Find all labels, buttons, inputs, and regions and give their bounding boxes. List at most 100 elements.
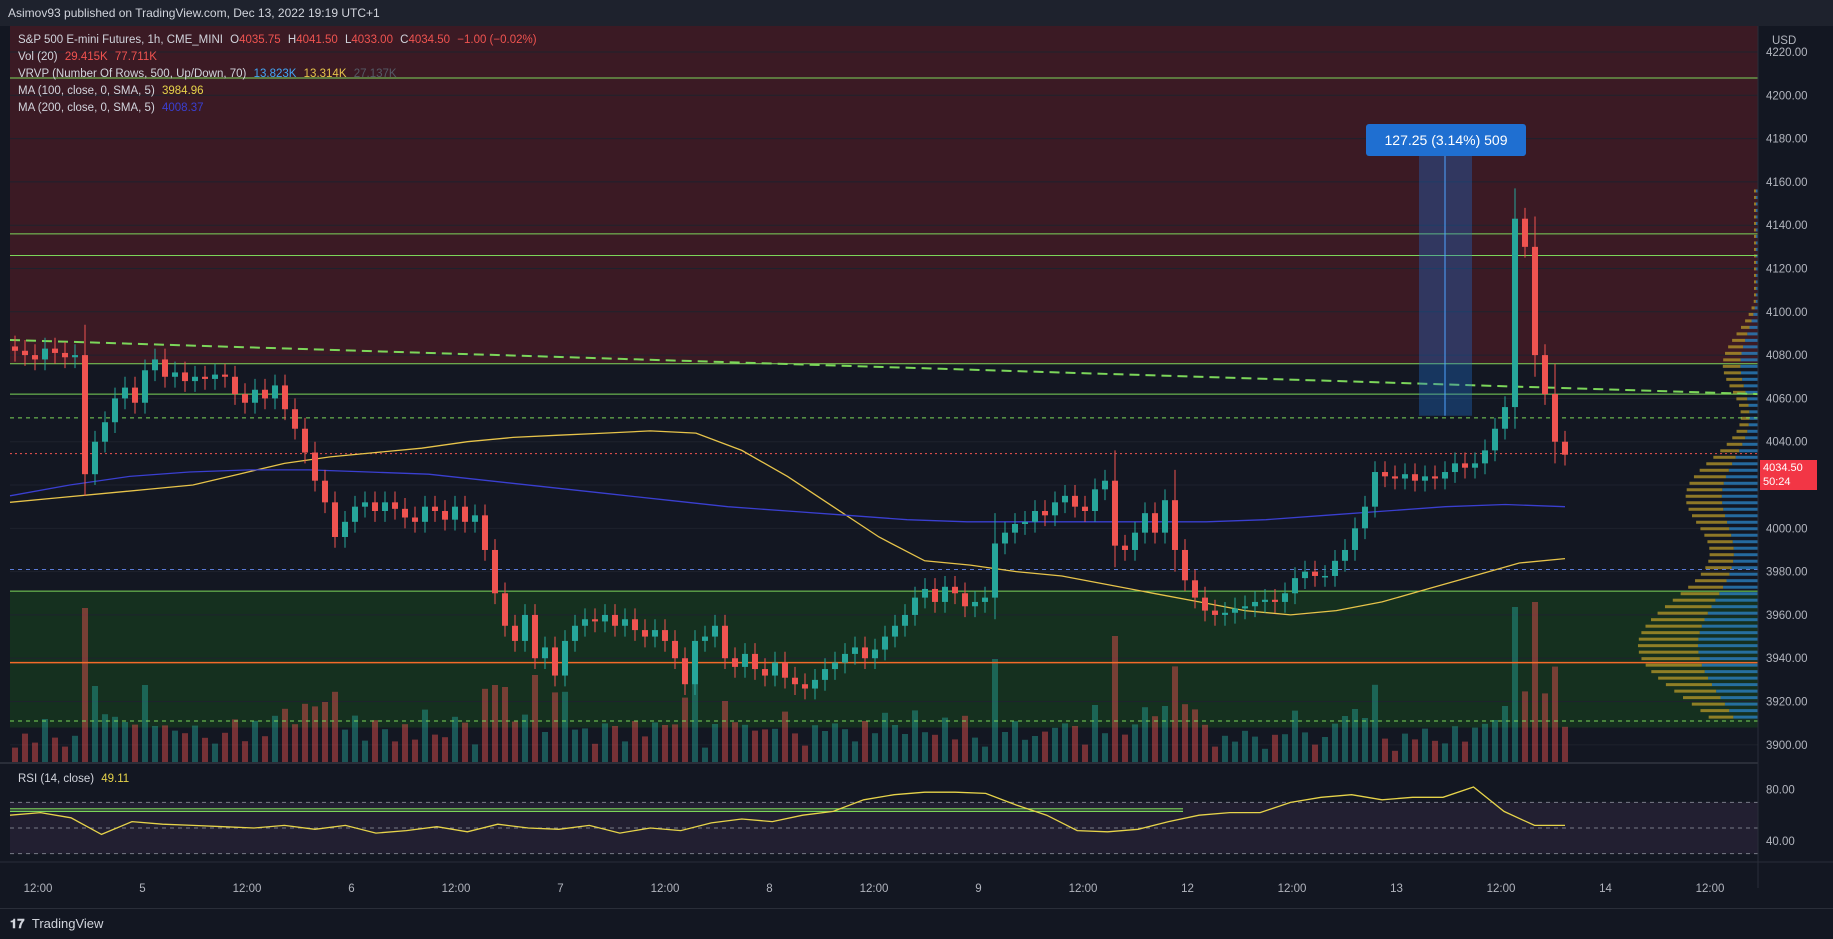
candle-body	[502, 593, 508, 626]
time-tick-label: 12:00	[1696, 883, 1725, 895]
vrvp-bar-up	[1756, 189, 1758, 193]
candle-body	[1242, 606, 1248, 609]
vrvp-bar-up	[1699, 657, 1758, 661]
vrvp-bar-up	[1740, 364, 1758, 368]
volume-bar	[1222, 735, 1228, 762]
candle-body	[1462, 463, 1468, 468]
candle-body	[642, 630, 648, 637]
price-tick-label: 4200.00	[1766, 90, 1808, 102]
volume-bar	[1182, 704, 1188, 762]
volume-bar	[1322, 737, 1328, 762]
volume-bar	[172, 730, 178, 762]
candle-body	[672, 640, 678, 659]
candle-body	[592, 619, 598, 622]
vrvp-bar-up	[1756, 280, 1758, 284]
vrvp-bar-up	[1756, 293, 1758, 297]
candle-body	[1352, 528, 1358, 550]
volume-bar	[102, 714, 108, 762]
candle-body	[162, 359, 168, 377]
candle-body	[362, 502, 368, 507]
candle-body	[1492, 428, 1498, 451]
volume-bar	[352, 715, 358, 762]
legend-ma200: MA (200, close, 0, SMA, 5) 4008.37	[18, 102, 208, 114]
candle-body	[1282, 593, 1288, 602]
vrvp-bar-up	[1756, 221, 1758, 225]
vrvp-bar-up	[1756, 241, 1758, 245]
time-tick-label: 12:00	[1278, 883, 1307, 895]
candle-body	[602, 614, 608, 622]
vrvp-bar-down	[1645, 663, 1702, 667]
candle-body	[1232, 608, 1238, 613]
volume-bar	[652, 722, 658, 762]
candle-body	[1452, 463, 1458, 473]
candle-body	[132, 387, 138, 403]
candle-body	[662, 630, 668, 641]
candle-body	[72, 355, 78, 358]
candle-body	[812, 679, 818, 689]
volume-bar	[292, 724, 298, 762]
candle-body	[42, 348, 48, 360]
volume-bar	[632, 721, 638, 762]
vrvp-bar-up	[1723, 585, 1758, 589]
vrvp-bar-up	[1756, 260, 1758, 264]
candle-body	[752, 653, 758, 670]
vrvp-bar-down	[1754, 280, 1756, 284]
candle-body	[1382, 472, 1388, 477]
time-tick-label: 9	[975, 883, 981, 895]
vrvp-bar-up	[1756, 234, 1758, 238]
vrvp-bar-up	[1731, 566, 1758, 570]
candle-body	[142, 370, 148, 403]
vrvp-bar-up	[1711, 683, 1758, 687]
candle-body	[92, 441, 98, 475]
vrvp-bar-down	[1754, 273, 1756, 277]
vrvp-bar-down	[1732, 436, 1746, 440]
candle-body	[862, 647, 868, 659]
vrvp-bar-down	[1722, 364, 1741, 368]
candle-body	[1262, 599, 1268, 602]
volume-bar	[392, 741, 398, 762]
vrvp-bar-down	[1754, 202, 1756, 206]
candle-body	[32, 355, 38, 360]
volume-bar	[1282, 734, 1288, 762]
vrvp-bar-down	[1708, 715, 1734, 719]
candle-body	[1432, 476, 1438, 479]
candle-body	[782, 662, 788, 678]
vrvp-bar-up	[1742, 442, 1758, 446]
volume-bar	[502, 687, 508, 762]
volume-bar	[242, 741, 248, 762]
volume-bar	[42, 719, 48, 762]
candle-body	[1532, 246, 1538, 356]
candle-body	[712, 625, 718, 637]
vrvp-bar-down	[1754, 228, 1756, 232]
candle-body	[1022, 521, 1028, 524]
time-tick-label: 12:00	[860, 883, 889, 895]
vrvp-bar-up	[1748, 403, 1758, 407]
vrvp-bar-up	[1716, 689, 1758, 693]
vrvp-bar-up	[1728, 468, 1758, 472]
vrvp-bar-up	[1715, 598, 1758, 602]
volume-bar	[142, 685, 148, 762]
vrvp-bar-down	[1705, 566, 1732, 570]
vrvp-bar-up	[1704, 618, 1758, 622]
candle-body	[632, 619, 638, 631]
vrvp-bar-up	[1726, 579, 1758, 583]
volume-bar	[272, 715, 278, 762]
candle-body	[302, 428, 308, 453]
ma200-label: MA (200, close, 0, SMA, 5)	[18, 102, 155, 114]
vrvp-bar-up	[1743, 384, 1758, 388]
volume-bar	[1512, 607, 1518, 762]
measure-label: 127.25 (3.14%) 509	[1366, 124, 1526, 156]
volume-bar	[382, 729, 388, 762]
ohlc-low: 4033.00	[351, 34, 393, 46]
volume-bar	[742, 724, 748, 762]
vrvp-bar-down	[1723, 358, 1741, 362]
volume-bar	[1102, 733, 1108, 762]
volume-bar	[232, 719, 238, 762]
ohlc-high: 4041.50	[296, 34, 338, 46]
volume-bar	[1462, 741, 1468, 762]
volume-bar	[1152, 716, 1158, 762]
vrvp-bar-up	[1711, 605, 1758, 609]
candle-body	[1392, 476, 1398, 479]
ohlc-open-label: O	[230, 34, 240, 46]
